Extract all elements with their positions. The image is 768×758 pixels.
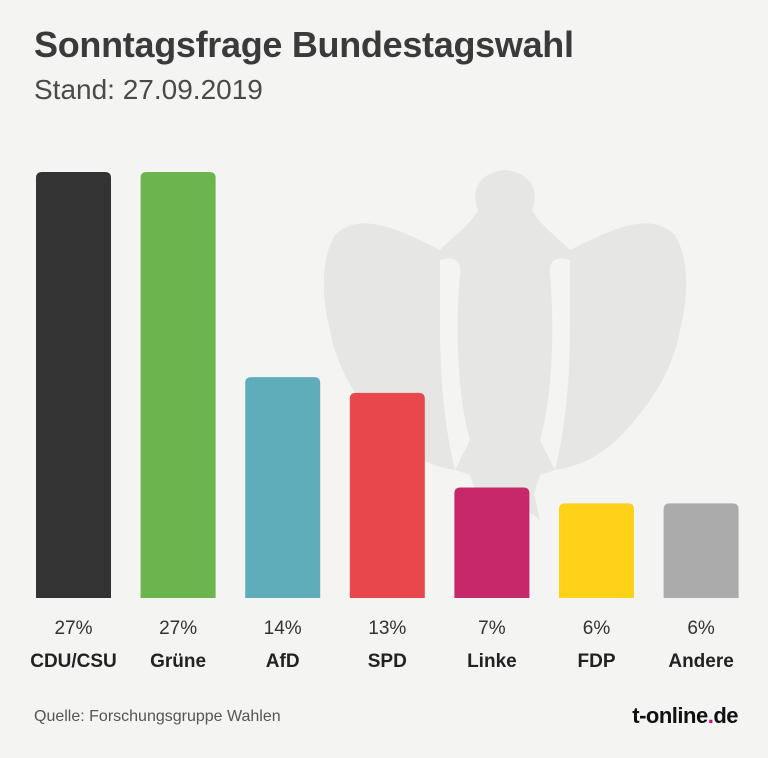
value-label: 6%	[687, 618, 715, 639]
category-label: Linke	[467, 651, 517, 672]
value-label: 14%	[264, 618, 302, 639]
category-label: Grüne	[150, 651, 206, 672]
value-label: 7%	[478, 618, 506, 639]
bar-andere	[663, 503, 739, 598]
source-note: Quelle: Forschungsgruppe Wahlen	[34, 708, 281, 725]
chart-title: Sonntagsfrage Bundestagswahl	[34, 24, 574, 65]
brand-logo: t-online.de	[632, 703, 738, 729]
value-label: 27%	[54, 618, 92, 639]
category-label: AfD	[266, 651, 300, 672]
value-label: 27%	[159, 618, 197, 639]
bar-linke	[454, 487, 530, 598]
bar-fdp	[559, 503, 634, 598]
brand-dot: .	[707, 703, 714, 728]
bar-chart: 27% 27% 14% 13% 7% 6% 6% CDU/CSU Grüne AfD SPD Lin…	[30, 170, 739, 672]
brand-main: t-online	[632, 703, 708, 728]
value-label: 6%	[583, 618, 611, 639]
brand-tld: de	[713, 703, 738, 728]
chart-subtitle: Stand: 27.09.2019	[34, 74, 263, 105]
bar-spd	[349, 392, 425, 598]
bar-gr-ne	[140, 172, 216, 598]
bar-afd	[245, 377, 321, 598]
value-label: 13%	[368, 618, 406, 639]
category-label: Andere	[668, 651, 733, 672]
category-label: SPD	[368, 651, 407, 672]
category-label: FDP	[578, 651, 616, 672]
bar-cdu-csu	[36, 172, 111, 598]
category-label: CDU/CSU	[30, 651, 117, 672]
